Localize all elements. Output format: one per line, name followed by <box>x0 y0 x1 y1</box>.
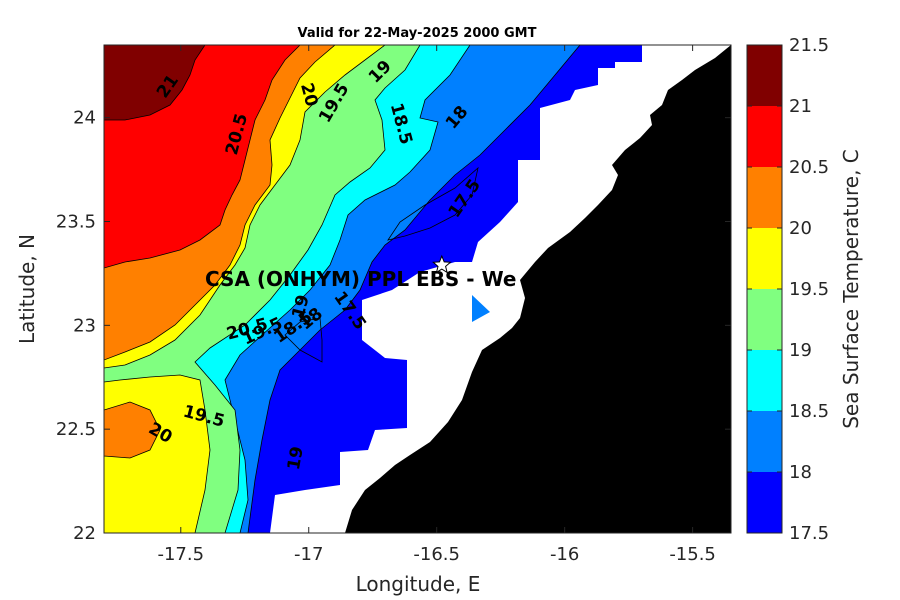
y-axis: 22 22.5 23 23.5 24 <box>56 108 731 544</box>
colorbar-tick-label: 20.5 <box>789 157 829 178</box>
band-21 <box>104 45 206 121</box>
land-mass <box>345 45 731 533</box>
colorbar-tick-label: 20 <box>789 218 812 239</box>
x-tick-label: -16 <box>550 544 579 565</box>
colorbar-segment <box>747 167 782 228</box>
map-area <box>104 45 731 533</box>
colorbar-tick-label: 21.5 <box>789 35 829 56</box>
y-tick-label: 22 <box>73 523 96 544</box>
contour-label: 19 <box>284 445 308 472</box>
nodata-notch <box>472 295 490 322</box>
core-17-5-south <box>284 317 323 363</box>
colorbar-tick-label: 17.5 <box>789 523 829 544</box>
colorbar-label: Sea Surface Temperature, C <box>839 149 863 429</box>
colorbar-segment <box>747 45 782 106</box>
x-axis: -17.5 -17 -16.5 -16 -15.5 <box>157 45 716 565</box>
x-tick-label: -17 <box>294 544 323 565</box>
y-axis-label: Latitude, N <box>15 234 39 344</box>
site-label: CSA (ONHYM) PPL EBS - We <box>205 267 516 291</box>
chart-title: Valid for 22-May-2025 2000 GMT <box>298 26 537 41</box>
colorbar-segment <box>747 350 782 411</box>
x-axis-label: Longitude, E <box>356 572 481 596</box>
colorbar-tick-label: 19.5 <box>789 279 829 300</box>
core-17-5-north <box>387 166 479 241</box>
x-tick-label: -15.5 <box>669 544 716 565</box>
y-tick-label: 24 <box>73 108 96 129</box>
colorbar-segment <box>747 289 782 350</box>
site-star-icon <box>432 254 452 274</box>
y-tick-label: 23 <box>73 315 96 336</box>
coastal-lagoon <box>565 122 640 180</box>
colorbar-tick-label: 18 <box>789 462 812 483</box>
colorbar-segment <box>747 472 782 533</box>
y-tick-label: 22.5 <box>56 419 96 440</box>
colorbar-tick-label: 19 <box>789 340 812 361</box>
colorbar-tick-label: 21 <box>789 96 812 117</box>
x-tick-label: -16.5 <box>413 544 460 565</box>
x-tick-label: -17.5 <box>157 544 204 565</box>
map-frame <box>103 44 732 534</box>
colorbar-segment <box>747 411 782 472</box>
colorbar-segment <box>747 106 782 167</box>
colorbar-segment <box>747 228 782 289</box>
site-marker: CSA (ONHYM) PPL EBS - We <box>205 254 516 291</box>
colorbar: 17.5 18 18.5 19 19.5 20 20.5 21 21.5 <box>746 35 829 544</box>
colorbar-tick-label: 18.5 <box>789 401 829 422</box>
y-tick-label: 23.5 <box>56 212 96 233</box>
